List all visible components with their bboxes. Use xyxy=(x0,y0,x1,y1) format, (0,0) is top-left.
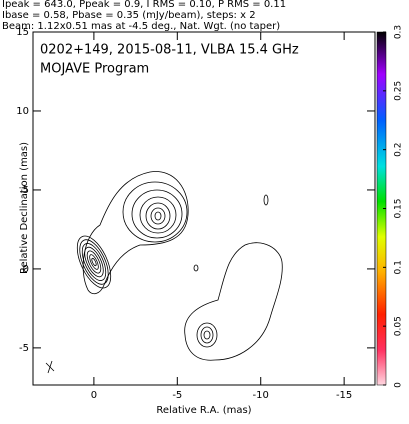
contours xyxy=(45,171,283,374)
header-line: Ibase = 0.58, Pbase = 0.35 (mJy/beam), s… xyxy=(2,10,256,21)
colorbar-tick-label: 0.1 xyxy=(394,260,404,274)
colorbar-tick-label: 0.15 xyxy=(394,198,404,218)
x-tick-label: 0 xyxy=(91,390,97,401)
x-tick-label: -15 xyxy=(336,390,352,401)
y-tick-label: 5 xyxy=(23,185,29,196)
chart-title: 0202+149, 2015-08-11, VLBA 15.4 GHz xyxy=(40,43,299,58)
colorbar-tick-label: 0.3 xyxy=(394,25,404,39)
x-tick-label: -5 xyxy=(172,390,182,401)
y-tick-label: 10 xyxy=(16,106,29,117)
colorbar-tick-label: 0 xyxy=(394,382,404,388)
header-line: Ipeak = 643.0, Ppeak = 0.9, I RMS = 0.10… xyxy=(2,0,286,10)
y-tick-label: -5 xyxy=(19,343,29,354)
chart-subtitle: MOJAVE Program xyxy=(40,62,149,77)
x-axis-label: Relative R.A. (mas) xyxy=(156,405,251,416)
colorbar-tick-label: 0.05 xyxy=(394,316,404,336)
y-tick-label: 15 xyxy=(16,27,29,38)
colorbar-tick-label: 0.25 xyxy=(394,81,404,101)
plot-frame xyxy=(32,31,376,386)
y-axis-label: Relative Declination (mas) xyxy=(19,142,30,274)
x-tick-label: -10 xyxy=(253,390,269,401)
colorbar-tick-label: 0.2 xyxy=(394,143,404,157)
header-line: Beam: 1.12x0.51 mas at -4.5 deg., Nat. W… xyxy=(2,21,280,32)
y-tick-label: 0 xyxy=(23,264,29,275)
